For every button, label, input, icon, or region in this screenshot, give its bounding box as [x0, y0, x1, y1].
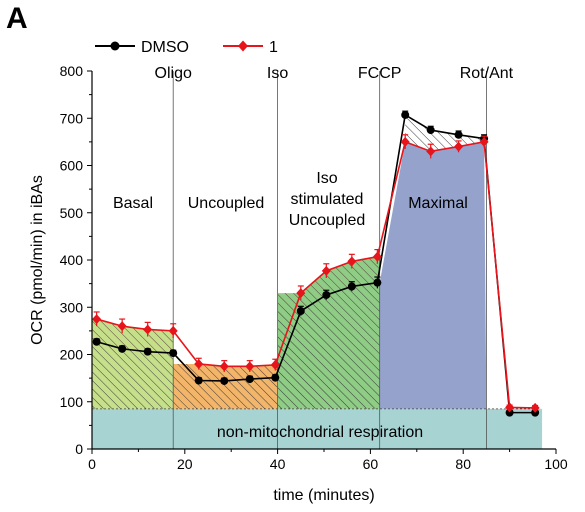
data-point-1 [117, 321, 127, 332]
region-label: non-mitochondrial respiration [217, 424, 423, 441]
data-point-DMSO [220, 376, 229, 385]
data-point-DMSO [245, 375, 254, 384]
data-point-1 [479, 136, 489, 147]
data-point-DMSO [271, 373, 280, 382]
data-point-1 [347, 256, 357, 267]
y-tick-label: 500 [60, 205, 84, 221]
y-tick-label: 100 [60, 394, 84, 410]
data-point-1 [505, 402, 515, 413]
data-point-1 [454, 141, 464, 152]
legend-label: DMSO [141, 39, 189, 56]
y-tick-label: 800 [60, 63, 84, 79]
data-point-DMSO [118, 344, 127, 353]
data-point-1 [372, 251, 382, 262]
x-axis-title: time (minutes) [273, 487, 374, 504]
x-tick-label: 100 [544, 456, 568, 472]
y-axis-title: OCR (pmol/min) in iBAs [29, 175, 46, 345]
legend-marker [238, 40, 248, 52]
data-point-DMSO [505, 408, 514, 417]
injection-label: FCCP [358, 65, 402, 82]
y-tick-label: 700 [60, 110, 84, 126]
injection-label: Iso [267, 65, 288, 82]
data-point-DMSO [454, 130, 463, 139]
x-tick-label: 0 [88, 456, 96, 472]
data-point-1 [530, 402, 540, 413]
data-point-DMSO [194, 376, 203, 385]
region-fill-maximal [379, 141, 487, 409]
data-point-1 [245, 361, 255, 372]
region-label: Iso stimulated Uncoupled [289, 170, 366, 229]
panel-label: A [6, 2, 28, 35]
axes: 0 20 40 60 80 100 0 100 200 300 400 500 600 700 800 tim… [29, 63, 568, 504]
y-tick-label: 600 [60, 158, 84, 174]
data-point-DMSO [169, 349, 178, 358]
data-point-DMSO [347, 282, 356, 291]
data-point-DMSO [373, 278, 382, 287]
x-tick-label: 20 [177, 456, 193, 472]
data-point-DMSO [92, 337, 101, 346]
region-hatch-basal [92, 341, 174, 409]
data-point-1 [270, 359, 280, 370]
data-point-1 [92, 314, 102, 325]
y-tick-label: 300 [60, 299, 84, 315]
data-point-1 [143, 324, 153, 335]
data-point-1 [219, 361, 229, 372]
injection-label: Oligo [155, 65, 192, 82]
data-point-DMSO [426, 126, 435, 135]
labels: Oligo Iso FCCP Rot/Ant Basal Uncoupled Iso stim… [113, 65, 514, 441]
series-layer [92, 110, 540, 417]
legend: DMSO 1 [95, 39, 278, 56]
y-tick-label: 0 [75, 441, 83, 457]
region-fills [92, 114, 543, 449]
data-point-1 [426, 146, 436, 157]
region-label: Basal [113, 195, 153, 212]
data-point-DMSO [322, 290, 331, 299]
series-line-DMSO [96, 113, 536, 414]
data-point-1 [194, 358, 204, 369]
region-hatch-uncoupled [173, 377, 278, 409]
injection-lines [172, 71, 487, 449]
region-band-hatch-iso-uncoupled [277, 256, 380, 312]
region-label: Maximal [408, 195, 468, 212]
injection-label: Rot/Ant [460, 65, 514, 82]
region-label: Uncoupled [188, 195, 265, 212]
non-mito-band [92, 408, 543, 449]
region-band-hatch-basal [92, 319, 174, 354]
data-point-DMSO [143, 347, 152, 356]
legend-marker [110, 41, 120, 51]
y-tick-label: 400 [60, 252, 84, 268]
legend-label: 1 [269, 39, 278, 56]
data-point-1 [321, 265, 331, 276]
data-point-DMSO [401, 110, 410, 119]
data-point-1 [168, 325, 178, 336]
x-tick-label: 40 [270, 456, 286, 472]
data-point-1 [296, 288, 306, 299]
x-tick-label: 80 [455, 456, 471, 472]
x-tick-label: 60 [363, 456, 379, 472]
data-point-1 [400, 136, 410, 147]
data-point-DMSO [296, 307, 305, 316]
y-tick-label: 200 [60, 347, 84, 363]
